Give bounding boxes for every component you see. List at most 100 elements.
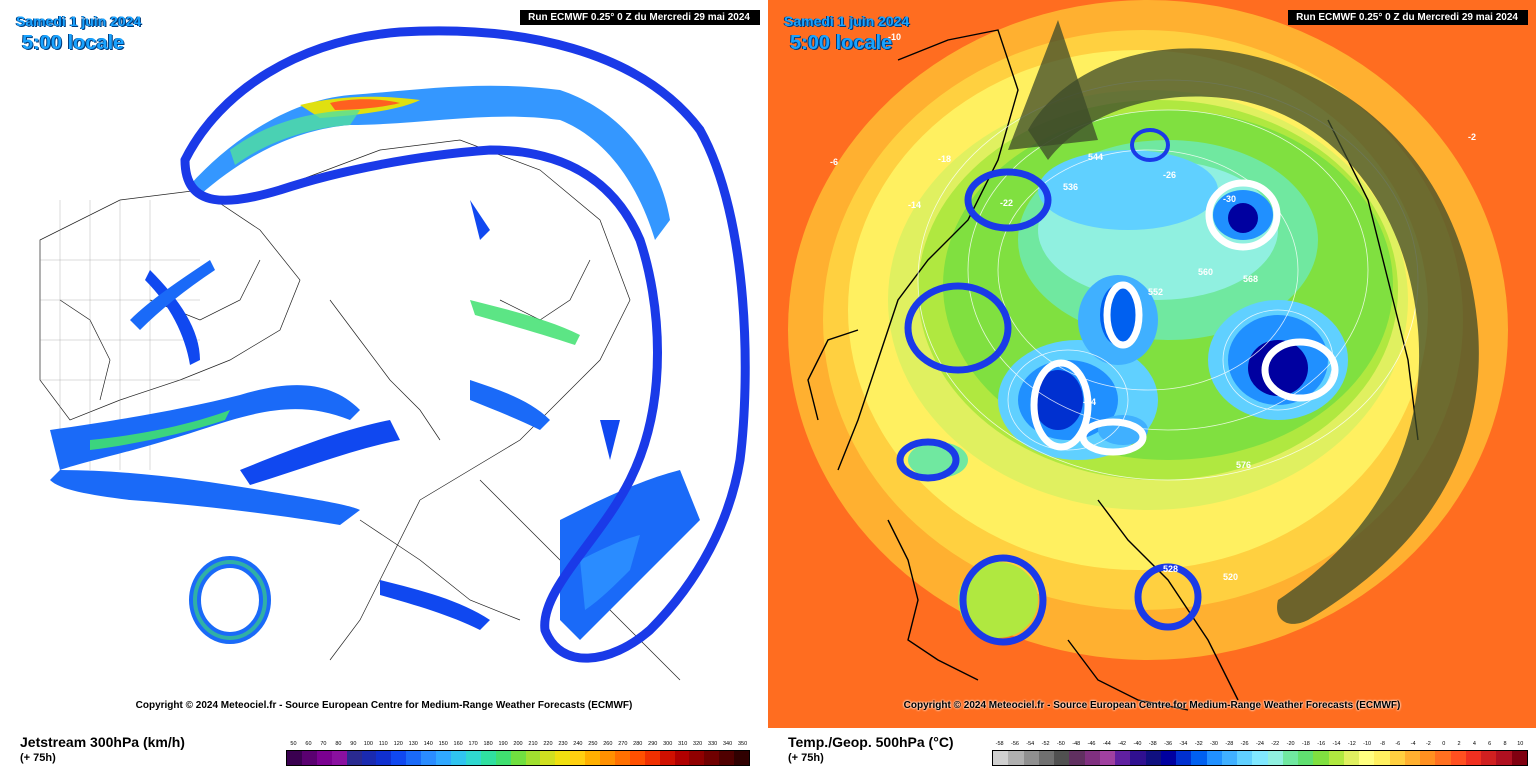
- run-info-badge: Run ECMWF 0.25° 0 Z du Mercredi 29 mai 2…: [1288, 10, 1528, 25]
- geopotential-label: 520: [1223, 572, 1238, 582]
- scale-tick-label: 290: [648, 741, 658, 747]
- scale-tick-label: -4: [1410, 741, 1416, 747]
- jetstream-map: [39, 26, 750, 681]
- temperature-label: -34: [1083, 397, 1096, 407]
- scale-color-swatch: [1420, 751, 1436, 765]
- scale-color-swatch: [704, 751, 720, 765]
- geopotential-label: 528: [1163, 564, 1178, 574]
- scale-color-swatch: [1221, 751, 1237, 765]
- scale-tick-label: -50: [1056, 741, 1065, 747]
- temperature-label: -30: [1223, 194, 1236, 204]
- scale-color-swatch: [1374, 751, 1390, 765]
- scale-color-swatch: [1496, 751, 1512, 765]
- scale-color-swatch: [993, 751, 1009, 765]
- temperature-field: [788, 0, 1508, 660]
- scale-tick-label: 260: [603, 741, 613, 747]
- scale-tick-label: 0: [1442, 741, 1446, 747]
- scale-color-swatch: [1115, 751, 1131, 765]
- scale-tick-label: 310: [678, 741, 688, 747]
- footer-forecast-hour: (+ 75h): [20, 752, 56, 764]
- scale-tick-label: -58: [995, 741, 1004, 747]
- scale-color-swatch: [1038, 751, 1054, 765]
- coastlines: [807, 29, 1419, 711]
- run-info-badge: Run ECMWF 0.25° 0 Z du Mercredi 29 mai 2…: [520, 10, 760, 25]
- scale-color-swatch: [391, 751, 407, 765]
- scale-tick-label: -22: [1271, 741, 1280, 747]
- scale-color-swatch: [570, 751, 586, 765]
- scale-color-swatch: [1343, 751, 1359, 765]
- scale-tick-label: 110: [378, 741, 388, 747]
- geopotential-label: 560: [1198, 267, 1213, 277]
- white-highlights: [1030, 179, 1339, 456]
- temperature-map: 536 544 552 560 568 576 528 520 -10 -18 -22 -26 -30 -…: [768, 0, 1536, 728]
- scale-color-swatch: [1206, 751, 1222, 765]
- scale-color-swatch: [1511, 751, 1527, 765]
- jet-loop-highlight: [180, 26, 750, 663]
- scale-tick-label: -14: [1332, 741, 1341, 747]
- scale-color-swatch: [1328, 751, 1344, 765]
- scale-color-swatch: [480, 751, 496, 765]
- scale-color-swatch: [1298, 751, 1314, 765]
- scale-tick-label: -44: [1102, 741, 1111, 747]
- scale-color-swatch: [1252, 751, 1268, 765]
- scale-tick-label: -48: [1072, 741, 1081, 747]
- scale-color-swatch: [644, 751, 660, 765]
- scale-color-swatch: [1084, 751, 1100, 765]
- scale-color-swatch: [1435, 751, 1451, 765]
- scale-color-swatch: [450, 751, 466, 765]
- scale-color-swatch: [361, 751, 377, 765]
- scale-tick-label: -46: [1087, 741, 1096, 747]
- scale-color-swatch: [1054, 751, 1070, 765]
- scale-tick-label: 60: [305, 741, 312, 747]
- scale-tick-label: -34: [1179, 741, 1188, 747]
- scale-tick-label: 190: [498, 741, 508, 747]
- map-subtitle: 5:00 locale: [22, 32, 125, 54]
- scale-tick-label: 70: [320, 741, 327, 747]
- map-title: Samedi 1 juin 2024: [16, 13, 142, 29]
- geopotential-label: 552: [1148, 287, 1163, 297]
- scale-color-swatch: [1176, 751, 1192, 765]
- footer-title: Jetstream 300hPa (km/h): [20, 734, 185, 750]
- scale-tick-label: -32: [1194, 741, 1203, 747]
- scale-color-swatch: [1465, 751, 1481, 765]
- scale-tick-label: -28: [1225, 741, 1234, 747]
- scale-color-swatch: [301, 751, 317, 765]
- scale-color-swatch: [719, 751, 735, 765]
- scale-color-swatch: [1069, 751, 1085, 765]
- scale-color-swatch: [1237, 751, 1253, 765]
- scale-tick-label: 320: [693, 741, 703, 747]
- temperature-label: -14: [908, 200, 921, 210]
- scale-color-swatch: [1130, 751, 1146, 765]
- scale-color-swatch: [674, 751, 690, 765]
- scale-tick-label: 10: [1517, 741, 1524, 747]
- scale-color-swatch: [1023, 751, 1039, 765]
- scale-tick-label: -2: [1425, 741, 1431, 747]
- scale-color-swatch: [465, 751, 481, 765]
- scale-tick-label: 170: [468, 741, 478, 747]
- scale-tick-label: 270: [618, 741, 628, 747]
- scale-tick-label: 280: [633, 741, 643, 747]
- map-footer: Jetstream 300hPa (km/h) (+ 75h) 50 60 70 80…: [0, 728, 768, 768]
- scale-tick-label: 250: [588, 741, 598, 747]
- scale-tick-label: 50: [290, 741, 297, 747]
- temperature-label: -22: [1000, 198, 1013, 208]
- scale-tick-label: 130: [408, 741, 418, 747]
- color-scale-bar: [992, 750, 1528, 766]
- scale-tick-label: 150: [438, 741, 448, 747]
- scale-tick-label: 330: [708, 741, 718, 747]
- temperature-label: -10: [888, 32, 901, 42]
- scale-color-swatch: [510, 751, 526, 765]
- footer-title: Temp./Geop. 500hPa (°C): [788, 734, 954, 750]
- scale-color-swatch: [495, 751, 511, 765]
- scale-color-swatch: [1481, 751, 1497, 765]
- scale-tick-label: 350: [737, 741, 748, 747]
- scale-color-swatch: [1404, 751, 1420, 765]
- scale-tick-label: -8: [1380, 741, 1385, 747]
- temperature-label: -6: [830, 157, 838, 167]
- jetstream-panel: Samedi 1 juin 2024 5:00 locale Run ECMWF…: [0, 10, 768, 768]
- scale-color-swatch: [614, 751, 630, 765]
- contour-labels: 536 544 552 560 568 576 528 520 -10 -18 -22 -26 -30 -…: [830, 32, 1476, 582]
- scale-color-swatch: [287, 751, 302, 765]
- scale-color-swatch: [1099, 751, 1115, 765]
- temperature-label: -26: [1163, 170, 1176, 180]
